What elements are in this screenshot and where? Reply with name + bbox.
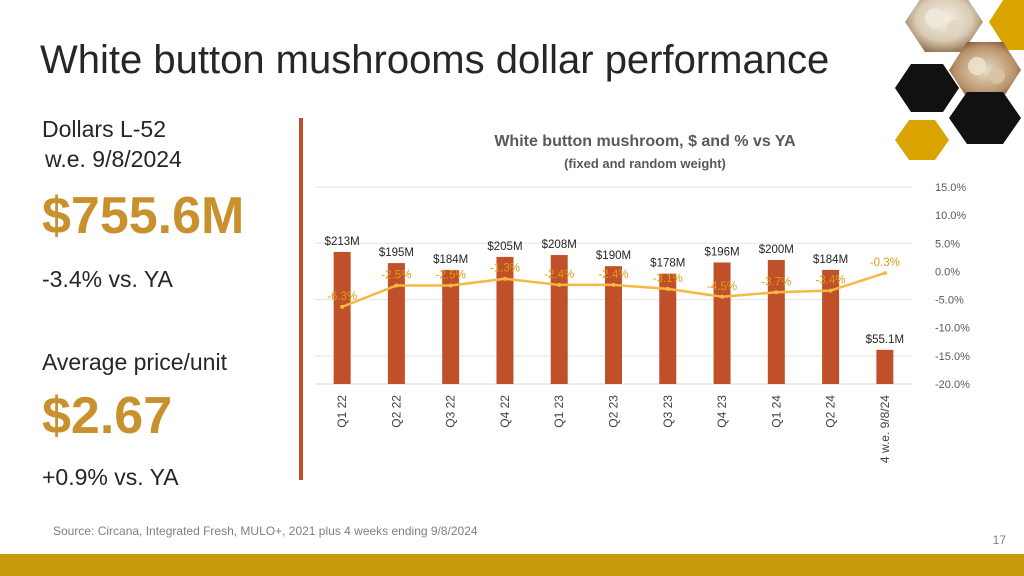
bar bbox=[713, 262, 731, 384]
y2-tick-label: -15.0% bbox=[935, 351, 970, 363]
pct-change-label: -3.4% bbox=[816, 275, 846, 287]
bar-value-label: $213M bbox=[325, 236, 360, 248]
line-layer bbox=[340, 271, 887, 309]
y2-tick-label: -10.0% bbox=[935, 323, 970, 335]
price-change: +0.9% vs. YA bbox=[42, 464, 179, 490]
x-tick-label: Q2 24 bbox=[824, 395, 838, 428]
y2-tick-label: 15.0% bbox=[935, 182, 966, 194]
x-tick-label: Q1 22 bbox=[335, 395, 349, 428]
pct-change-label: -3.7% bbox=[761, 276, 791, 288]
chart-title: White button mushroom, $ and % vs YA bbox=[494, 133, 796, 150]
pct-change-point bbox=[828, 288, 833, 293]
hex-gold-1 bbox=[989, 0, 1024, 50]
bar-value-label: $200M bbox=[759, 244, 794, 256]
y2-tick-label: 10.0% bbox=[935, 210, 966, 222]
bar bbox=[876, 349, 894, 384]
bar-value-label: $184M bbox=[433, 254, 468, 266]
hex-gold-2 bbox=[895, 120, 949, 160]
pct-change-label: -2.4% bbox=[598, 269, 628, 281]
pct-change-label: -2.5% bbox=[436, 270, 466, 282]
hex-black-1 bbox=[895, 64, 959, 112]
pct-change-label: -2.5% bbox=[381, 270, 411, 282]
divider-line bbox=[299, 118, 303, 480]
pct-change-point bbox=[340, 304, 345, 309]
label-layer: $213M $195M $184M $205M $208M $190M $178M $196M… bbox=[325, 236, 904, 346]
page-number: 17 bbox=[992, 533, 1006, 547]
bar-value-label: $184M bbox=[813, 254, 848, 266]
pct-change-label: -3.1% bbox=[653, 273, 683, 285]
x-tick-label: Q4 23 bbox=[715, 395, 729, 428]
dollars-value: $755.6M bbox=[42, 187, 245, 245]
pct-change-label: -0.3% bbox=[870, 257, 900, 269]
pct-change-label: -6.3% bbox=[327, 291, 357, 303]
pct-change-point bbox=[557, 282, 562, 287]
y2-tick-label: 0.0% bbox=[935, 266, 960, 278]
bar bbox=[442, 269, 460, 384]
slide-title: White button mushrooms dollar performanc… bbox=[40, 38, 830, 82]
x-tick-label: Q2 23 bbox=[607, 395, 621, 428]
pct-change-point bbox=[502, 276, 507, 281]
bar bbox=[822, 269, 840, 384]
y2-tick-label: -5.0% bbox=[935, 295, 964, 307]
dollars-label: Dollars L-52 bbox=[42, 116, 166, 142]
bar-value-label: $195M bbox=[379, 247, 414, 259]
pct-change-label: -4.5% bbox=[707, 281, 737, 293]
y2-tick-label: -20.0% bbox=[935, 379, 970, 391]
bar-value-label: $196M bbox=[704, 246, 739, 258]
x-tick-label: Q2 22 bbox=[389, 395, 403, 428]
x-tick-label: Q4 22 bbox=[498, 395, 512, 428]
bar bbox=[605, 266, 622, 384]
bar bbox=[550, 255, 568, 384]
hex-black-2 bbox=[949, 92, 1021, 144]
bar bbox=[333, 251, 351, 384]
source-note: Source: Circana, Integrated Fresh, MULO+… bbox=[53, 524, 478, 538]
dollars-change: -3.4% vs. YA bbox=[42, 266, 173, 292]
bar-value-label: $190M bbox=[596, 250, 631, 262]
pct-change-point bbox=[665, 286, 670, 291]
pct-change-point bbox=[720, 294, 725, 299]
bar bbox=[659, 273, 677, 384]
hexagon-decoration bbox=[895, 0, 1024, 160]
chart-subtitle: (fixed and random weight) bbox=[564, 156, 726, 171]
x-tick-label: Q1 24 bbox=[769, 395, 783, 428]
week-ending-label: w.e. 9/8/2024 bbox=[45, 146, 182, 172]
pct-change-label: -1.3% bbox=[490, 263, 520, 275]
bar-value-label: $205M bbox=[487, 241, 522, 253]
bar-value-label: $55.1M bbox=[866, 334, 904, 346]
pct-change-point bbox=[882, 271, 887, 276]
chart: White button mushroom, $ and % vs YA (fi… bbox=[315, 133, 970, 463]
pct-change-point bbox=[394, 283, 399, 288]
pct-change-point bbox=[448, 283, 453, 288]
bar bbox=[387, 263, 405, 384]
price-label: Average price/unit bbox=[42, 349, 227, 375]
bar-value-label: $208M bbox=[542, 239, 577, 251]
x-tick-label: Q3 23 bbox=[661, 395, 675, 428]
x-tick-label: Q3 22 bbox=[444, 395, 458, 428]
bar bbox=[496, 256, 514, 384]
hex-mushroom-image-1 bbox=[905, 0, 983, 52]
pct-change-point bbox=[774, 290, 779, 295]
price-value: $2.67 bbox=[42, 387, 173, 445]
pct-change-label: -2.4% bbox=[544, 269, 574, 281]
footer-bar bbox=[0, 554, 1024, 576]
bar-layer bbox=[333, 251, 894, 384]
x-tick-label: 4 w.e. 9/8/24 bbox=[878, 395, 892, 463]
pct-change-point bbox=[611, 282, 616, 287]
x-tick-label: Q1 23 bbox=[552, 395, 566, 428]
axis-layer: 15.0% 10.0% 5.0% 0.0% -5.0% -10.0% -15.0% -20.0… bbox=[335, 182, 970, 463]
bar-value-label: $178M bbox=[650, 258, 685, 270]
y2-tick-label: 5.0% bbox=[935, 238, 960, 250]
